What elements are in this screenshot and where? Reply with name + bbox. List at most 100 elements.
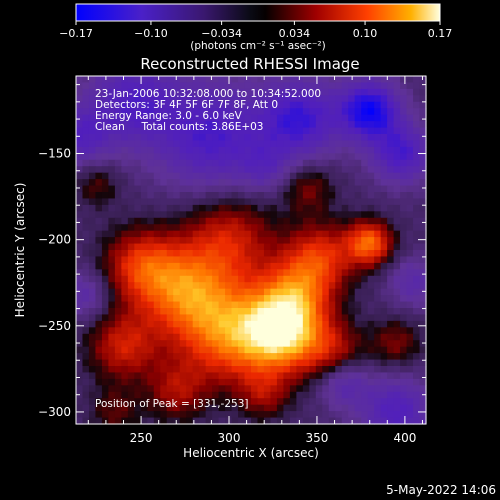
heatmap-cell (406, 308, 414, 316)
heatmap-cell (302, 172, 310, 180)
heatmap-cell (179, 301, 187, 309)
heatmap-cell (199, 185, 207, 193)
heatmap-cell (244, 198, 252, 206)
heatmap-cell (160, 372, 168, 380)
heatmap-cell (263, 230, 272, 238)
heatmap-cell (251, 127, 259, 135)
heatmap-cell (95, 166, 103, 174)
heatmap-cell (328, 114, 336, 122)
heatmap-cell (127, 404, 135, 412)
heatmap-cell (374, 230, 382, 238)
heatmap-cell (127, 114, 135, 122)
heatmap-cell (218, 411, 226, 419)
heatmap-cell (251, 82, 259, 90)
heatmap-cell (134, 340, 142, 348)
heatmap-cell (419, 308, 427, 316)
heatmap-cell (328, 372, 336, 380)
heatmap-cell (231, 217, 239, 225)
heatmap-cell (367, 269, 375, 277)
heatmap-cell (199, 146, 207, 154)
heatmap-cell (231, 262, 239, 270)
heatmap-cell (335, 127, 343, 135)
heatmap-cell (335, 95, 343, 103)
heatmap-cell (95, 224, 103, 232)
heatmap-cell (192, 211, 200, 219)
heatmap-cell (134, 243, 142, 251)
heatmap-cell (244, 288, 252, 296)
heatmap-cell (114, 146, 122, 154)
heatmap-cell (400, 159, 408, 167)
heatmap-cell (114, 198, 122, 206)
heatmap-cell (212, 295, 220, 303)
heatmap-cell (413, 146, 421, 154)
heatmap-cell (244, 243, 252, 251)
heatmap-cell (380, 192, 388, 200)
heatmap-cell (289, 243, 297, 251)
heatmap-cell (166, 153, 174, 161)
heatmap-cell (114, 140, 122, 148)
heatmap-cell (95, 398, 103, 406)
heatmap-cell (263, 140, 272, 148)
heatmap-cell (393, 243, 401, 251)
heatmap-cell (387, 288, 395, 296)
heatmap-cell (192, 333, 200, 341)
heatmap-cell (212, 166, 220, 174)
heatmap-cell (251, 417, 259, 425)
heatmap-cell (231, 230, 239, 238)
heatmap-cell (341, 385, 349, 393)
heatmap-cell (400, 243, 408, 251)
heatmap-cell (393, 211, 401, 219)
heatmap-cell (212, 204, 220, 212)
heatmap-cell (179, 224, 187, 232)
heatmap-cell (354, 417, 362, 425)
heatmap-cell (186, 308, 194, 316)
heatmap-cell (153, 295, 161, 303)
heatmap-cell (361, 327, 369, 335)
heatmap-cell (374, 411, 382, 419)
heatmap-cell (348, 314, 356, 322)
heatmap-cell (322, 411, 330, 419)
heatmap-cell (374, 378, 382, 386)
heatmap-cell (199, 76, 207, 84)
heatmap-cell (101, 211, 110, 219)
heatmap-cell (367, 146, 375, 154)
heatmap-cell (127, 230, 135, 238)
heatmap-cell (413, 411, 421, 419)
heatmap-cell (88, 295, 97, 303)
heatmap-cell (225, 172, 233, 180)
heatmap-cell (315, 256, 323, 264)
heatmap-cell (205, 114, 213, 122)
heatmap-cell (419, 327, 427, 335)
heatmap-cell (257, 224, 265, 232)
heatmap-cell (263, 404, 272, 412)
heatmap-cell (205, 275, 213, 283)
heatmap-cell (153, 172, 161, 180)
heatmap-cell (328, 346, 336, 354)
heatmap-cell (387, 275, 395, 283)
heatmap-cell (76, 288, 84, 296)
heatmap-cell (173, 127, 181, 135)
heatmap-cell (199, 82, 207, 90)
heatmap-cell (121, 282, 129, 290)
heatmap-cell (153, 404, 161, 412)
heatmap-cell (302, 146, 310, 154)
heatmap-cell (419, 95, 427, 103)
heatmap-cell (393, 301, 401, 309)
heatmap-cell (257, 391, 265, 399)
heatmap-cell (192, 108, 200, 116)
heatmap-cell (134, 391, 142, 399)
heatmap-cell (413, 114, 421, 122)
heatmap-cell (199, 301, 207, 309)
heatmap-cell (419, 76, 427, 84)
heatmap-cell (101, 378, 110, 386)
heatmap-cell (134, 256, 142, 264)
heatmap-cell (251, 353, 259, 361)
heatmap-cell (108, 262, 116, 270)
heatmap-cell (199, 198, 207, 206)
heatmap-cell (244, 127, 252, 135)
heatmap-cell (283, 76, 291, 84)
heatmap-cell (257, 172, 265, 180)
heatmap-cell (199, 320, 207, 328)
heatmap-cell (354, 192, 362, 200)
heatmap-cell (296, 95, 304, 103)
